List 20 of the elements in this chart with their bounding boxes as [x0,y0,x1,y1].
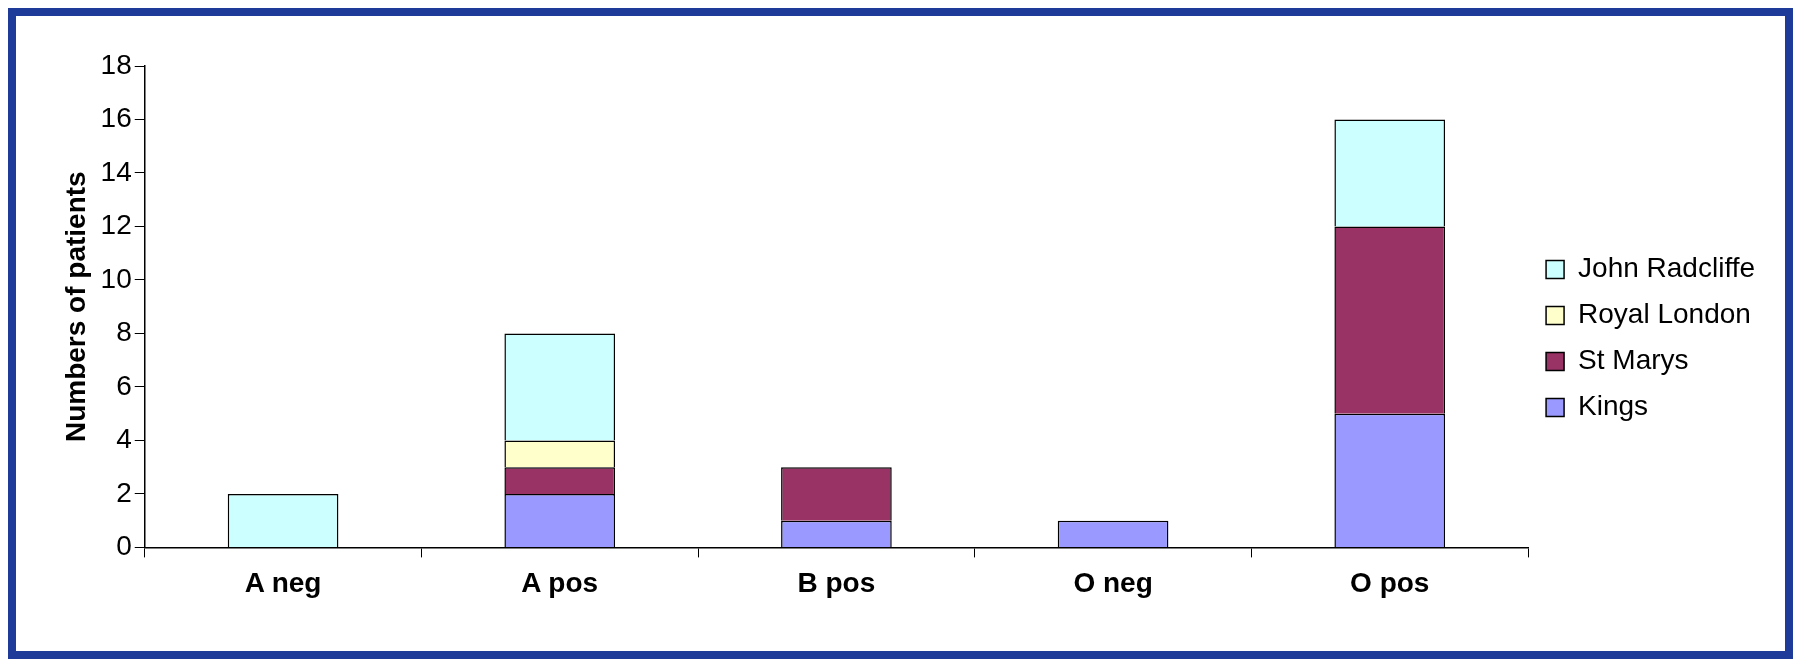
legend-label: John Radcliffe [1578,252,1756,284]
legend-label: Kings [1578,390,1649,422]
y-tick-label: 10 [100,262,132,294]
x-tick-label: A pos [521,566,599,598]
y-tick-label: 2 [116,476,132,508]
legend-label: St Marys [1578,344,1689,376]
y-axis-title: Numbers of patients [59,171,91,443]
x-tick-label: B pos [797,566,876,598]
y-tick-label: 6 [116,369,132,401]
y-tick-label: 18 [100,48,132,80]
y-tick-label: 16 [100,102,132,134]
y-tick-label: 4 [116,423,132,455]
y-tick-label: 8 [116,316,132,348]
x-tick-label: O neg [1073,566,1153,598]
y-tick-label: 12 [100,209,132,241]
x-tick-label: O pos [1350,566,1430,598]
y-tick-label: 0 [116,530,132,562]
x-tick-label: A neg [244,566,322,598]
legend-label: Royal London [1578,298,1751,330]
y-tick-label: 14 [100,155,132,187]
